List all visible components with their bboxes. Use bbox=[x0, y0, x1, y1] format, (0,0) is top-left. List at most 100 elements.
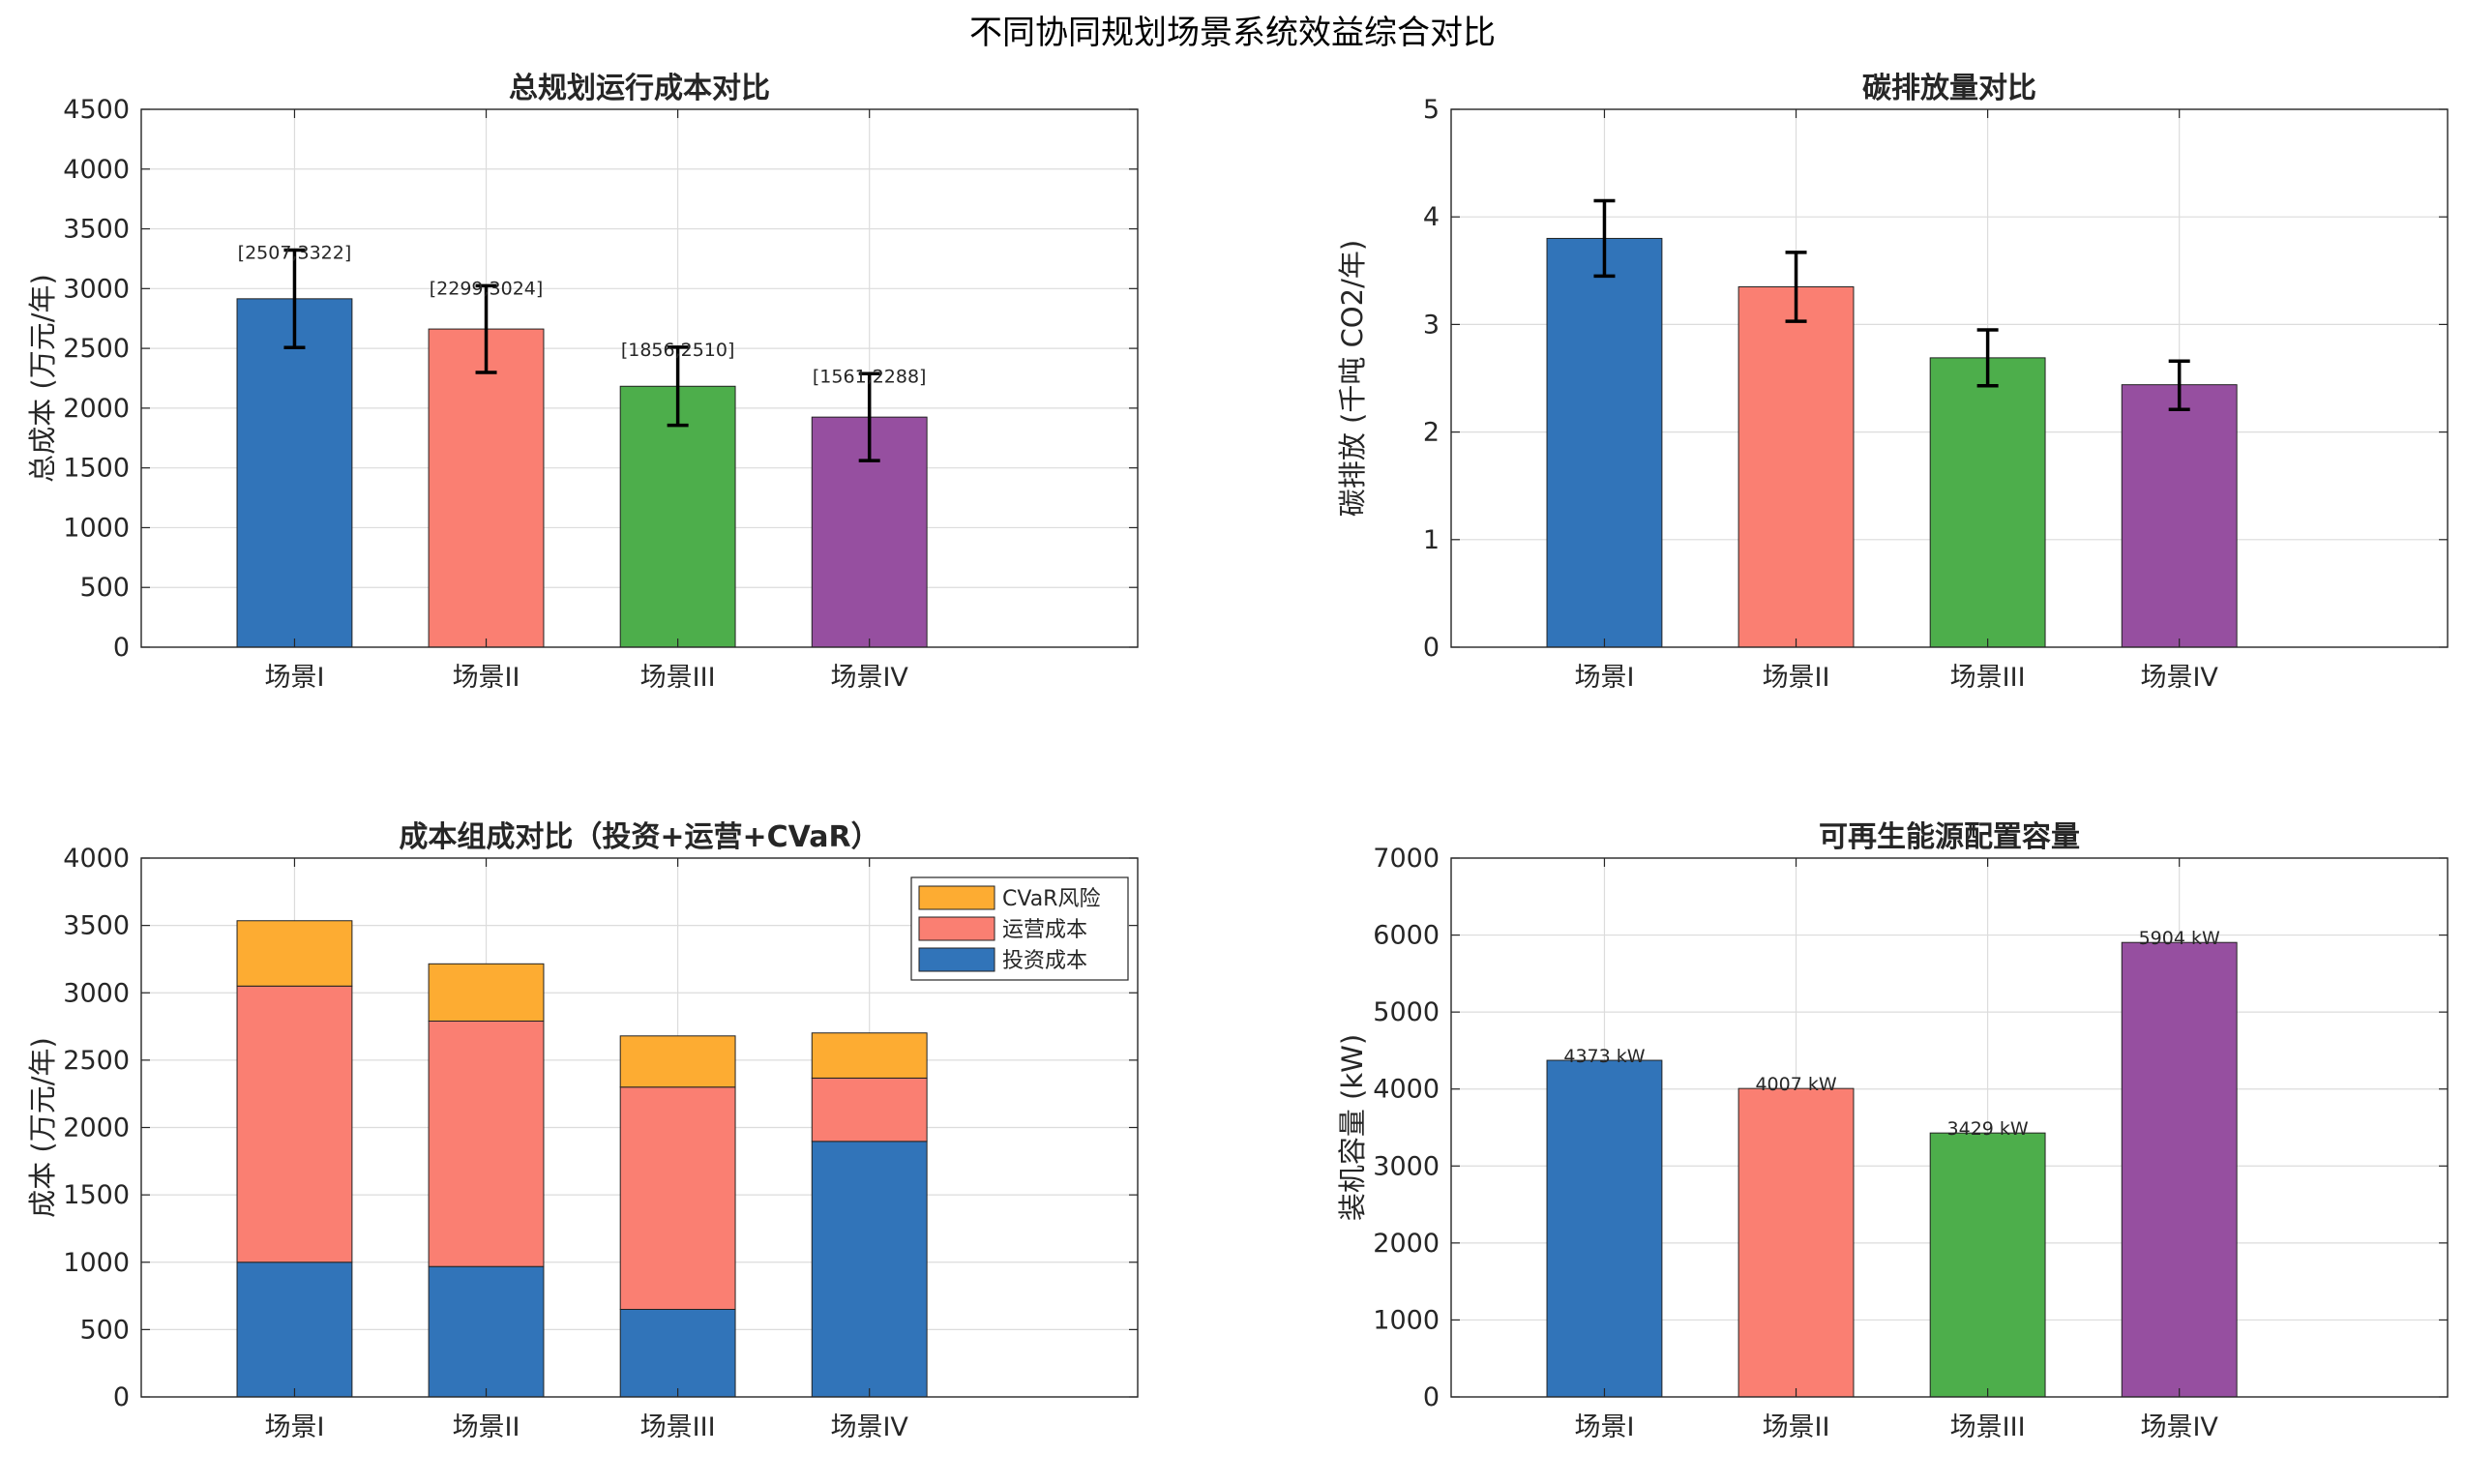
renew-ytick-label: 5000 bbox=[1373, 997, 1440, 1027]
cost-title: 总规划运行成本对比 bbox=[509, 72, 770, 105]
cost-bar bbox=[428, 328, 545, 648]
stack-bar-segment bbox=[236, 920, 353, 987]
stack-title: 成本组成对比（投资+运营+CVaR） bbox=[399, 820, 879, 854]
cost-ylabel: 总成本 (万元/年) bbox=[26, 274, 59, 483]
cost-ytick-label: 4500 bbox=[63, 95, 130, 125]
stack-legend-label: 运营成本 bbox=[1002, 918, 1087, 942]
stack-bar-segment bbox=[428, 1265, 545, 1398]
cost-xtick-label: 场景III bbox=[640, 663, 716, 693]
cost-ytick-label: 500 bbox=[79, 573, 130, 603]
cost-chart: [2507,3322] [2299,3024] [1856,2510] [1561,2… bbox=[26, 72, 1139, 693]
cost-ytick-label: 1000 bbox=[63, 513, 130, 543]
carbon-bar bbox=[1737, 285, 1855, 648]
cost-ytick-label: 4000 bbox=[63, 155, 130, 185]
cost-xtick-label: 场景IV bbox=[830, 663, 908, 693]
renew-ytick-label: 1000 bbox=[1373, 1305, 1440, 1335]
stack-legend-swatch bbox=[918, 947, 995, 972]
cost-data-label: [2507,3322] bbox=[238, 243, 352, 264]
carbon-xtick-label: 场景IV bbox=[2140, 663, 2218, 693]
stack-bar-segment bbox=[811, 1032, 928, 1079]
stack-bar-segment bbox=[619, 1308, 736, 1398]
renew-xtick-label: 场景I bbox=[1574, 1412, 1634, 1442]
renew-data-label: 3429 kW bbox=[1947, 1118, 2029, 1140]
renew-ytick-label: 4000 bbox=[1373, 1075, 1440, 1105]
cost-xtick-label: 场景II bbox=[453, 663, 520, 693]
renew-chart: 4373 kW 4007 kW 3429 kW 5904 kW 0 1000 2000 300… bbox=[1336, 820, 2449, 1442]
cost-ytick-label: 1500 bbox=[63, 454, 130, 484]
renew-axes-box bbox=[1450, 857, 2449, 1398]
stack-bar-segment bbox=[619, 1035, 736, 1088]
carbon-ytick-label: 4 bbox=[1423, 202, 1440, 232]
stack-ytick-label: 1000 bbox=[63, 1248, 130, 1278]
stack-bar-segment bbox=[619, 1086, 736, 1310]
cost-ytick-label: 3000 bbox=[63, 274, 130, 304]
carbon-ytick-label: 1 bbox=[1423, 525, 1440, 555]
stack-ytick-label: 500 bbox=[79, 1315, 130, 1345]
stack-legend-label: CVaR风险 bbox=[1002, 887, 1100, 911]
stack-bar-segment bbox=[236, 1261, 353, 1398]
stack-xtick-label: 场景II bbox=[453, 1412, 520, 1442]
stack-xtick-label: 场景IV bbox=[830, 1412, 908, 1442]
carbon-xtick-label: 场景I bbox=[1574, 663, 1634, 693]
carbon-bar bbox=[1546, 237, 1663, 648]
stack-ytick-label: 3000 bbox=[63, 978, 130, 1008]
renew-data-label: 4373 kW bbox=[1563, 1046, 1645, 1067]
cost-ytick-label: 2000 bbox=[63, 394, 130, 424]
stack-bar-segment bbox=[428, 963, 545, 1022]
cost-ytick-label: 2500 bbox=[63, 334, 130, 364]
renew-bar bbox=[2121, 941, 2238, 1398]
cost-ytick-label: 0 bbox=[113, 633, 130, 663]
renew-ytick-label: 0 bbox=[1423, 1382, 1440, 1412]
renew-xtick-label: 场景IV bbox=[2140, 1412, 2218, 1442]
stack-legend-swatch bbox=[918, 885, 995, 910]
renew-data-label: 4007 kW bbox=[1755, 1074, 1836, 1095]
stack-bar-segment bbox=[236, 985, 353, 1263]
renew-ytick-label: 3000 bbox=[1373, 1151, 1440, 1181]
stack-ytick-label: 1500 bbox=[63, 1180, 130, 1210]
renew-title: 可再生能源配置容量 bbox=[1819, 820, 2080, 854]
cost-data-label: [2299,3024] bbox=[430, 278, 544, 299]
stack-ytick-label: 2500 bbox=[63, 1046, 130, 1076]
cost-xtick-label: 场景I bbox=[264, 663, 324, 693]
carbon-xtick-label: 场景II bbox=[1763, 663, 1830, 693]
carbon-ylabel: 碳排放 (千吨 CO2/年) bbox=[1336, 240, 1369, 517]
renew-ytick-label: 6000 bbox=[1373, 921, 1440, 951]
stack-bar-segment bbox=[428, 1020, 545, 1267]
stack-xtick-label: 场景I bbox=[264, 1412, 324, 1442]
figure-title: 不同协同规划场景系统效益综合对比 bbox=[969, 14, 1496, 52]
cost-ytick-label: 3500 bbox=[63, 215, 130, 245]
carbon-ytick-label: 5 bbox=[1423, 95, 1440, 125]
cost-axes-box bbox=[140, 108, 1139, 648]
renew-xtick-label: 场景II bbox=[1763, 1412, 1830, 1442]
cost-data-label: [1856,2510] bbox=[621, 340, 735, 361]
stack-ytick-label: 3500 bbox=[63, 911, 130, 941]
stack-xtick-label: 场景III bbox=[640, 1412, 716, 1442]
carbon-title: 碳排放量对比 bbox=[1862, 72, 2036, 105]
carbon-xtick-label: 场景III bbox=[1950, 663, 2026, 693]
renew-ylabel: 装机容量 (kW) bbox=[1336, 1034, 1369, 1221]
cost-data-label: [1561,2288] bbox=[813, 366, 927, 387]
carbon-axes-box bbox=[1450, 108, 2449, 648]
carbon-bar bbox=[2121, 384, 2238, 648]
stack-legend-label: 投资成本 bbox=[1002, 949, 1087, 973]
stack-ytick-label: 0 bbox=[113, 1382, 130, 1412]
carbon-ytick-label: 3 bbox=[1423, 310, 1440, 340]
stack-ylabel: 成本 (万元/年) bbox=[26, 1037, 59, 1218]
renew-data-label: 5904 kW bbox=[2139, 928, 2220, 949]
cost-bar bbox=[236, 298, 353, 648]
stack-legend-swatch bbox=[918, 916, 995, 941]
stack-bar-segment bbox=[811, 1141, 928, 1398]
stack-chart: 0 500 1000 1500 2000 2500 3000 3500 4000 场景I 场景II 场… bbox=[26, 820, 1139, 1442]
stack-ytick-label: 2000 bbox=[63, 1113, 130, 1143]
renew-bar bbox=[1929, 1132, 2046, 1398]
renew-ytick-label: 7000 bbox=[1373, 844, 1440, 874]
renew-bar bbox=[1737, 1087, 1855, 1398]
stack-ytick-label: 4000 bbox=[63, 844, 130, 874]
carbon-ytick-label: 0 bbox=[1423, 633, 1440, 663]
renew-ytick-label: 2000 bbox=[1373, 1229, 1440, 1259]
carbon-ytick-label: 2 bbox=[1423, 418, 1440, 448]
stack-bar-segment bbox=[811, 1077, 928, 1143]
